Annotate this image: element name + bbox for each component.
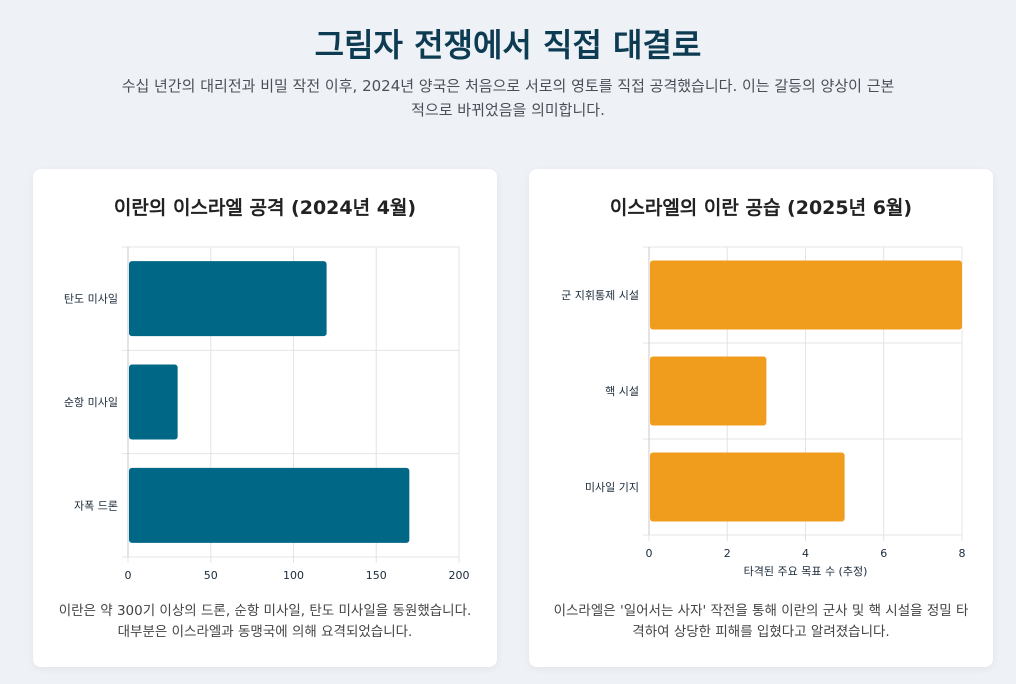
page-subtitle: 수십 년간의 대리전과 비밀 작전 이후, 2024년 양국은 처음으로 서로의…: [121, 77, 895, 119]
israel-strike-description: 이스라엘은 '일어서는 사자' 작전을 통해 이란의 군사 및 핵 시설을 정밀…: [553, 603, 969, 640]
iran-attack-x-tick-label: 50: [204, 569, 218, 582]
iran-attack-x-tick-label: 0: [125, 569, 132, 582]
iran-attack-x-tick-label: 100: [283, 569, 304, 582]
page-title: 그림자 전쟁에서 직접 대결로: [314, 26, 702, 64]
israel-strike-bar: [650, 260, 962, 330]
israel-strike-x-tick-label: 6: [880, 547, 887, 560]
israel-strike-bar: [650, 452, 845, 522]
israel-strike-x-tick-label: 2: [724, 547, 731, 560]
iran-attack-description: 이란은 약 300기 이상의 드론, 순항 미사일, 탄도 미사일을 동원했습니…: [58, 603, 472, 640]
israel-strike-x-tick-label: 4: [802, 547, 809, 560]
iran-attack-x-tick-label: 200: [449, 569, 470, 582]
israel-strike-category-label: 군 지휘통제 시설: [561, 289, 639, 302]
iran-attack-bar: [129, 364, 178, 440]
iran-attack-category-label: 순항 미사일: [64, 395, 118, 409]
israel-strike-bar: [650, 356, 767, 426]
iran-attack-category-label: 탄도 미사일: [64, 292, 118, 306]
israel-strike-x-tick-label: 0: [646, 547, 653, 560]
iran-attack-bar: [129, 467, 410, 543]
israel-strike-category-label: 미사일 기지: [585, 480, 639, 494]
iran-attack-bar: [129, 261, 327, 337]
iran-attack-x-tick-label: 150: [366, 569, 387, 582]
israel-strike-chart-title: 이스라엘의 이란 공습 (2025년 6월): [609, 197, 913, 219]
israel-strike-category-label: 핵 시설: [605, 385, 639, 398]
iran-attack-card: 이란의 이스라엘 공격 (2024년 4월) 0 50 100 150 200 탄도 미사…: [33, 169, 497, 667]
iran-attack-category-label: 자폭 드론: [74, 499, 118, 512]
israel-strike-x-tick-label: 8: [959, 547, 966, 560]
israel-strike-x-axis-title: 타격된 주요 목표 수 (추정): [744, 565, 868, 578]
iran-attack-chart-title: 이란의 이스라엘 공격 (2024년 4월): [113, 197, 417, 219]
